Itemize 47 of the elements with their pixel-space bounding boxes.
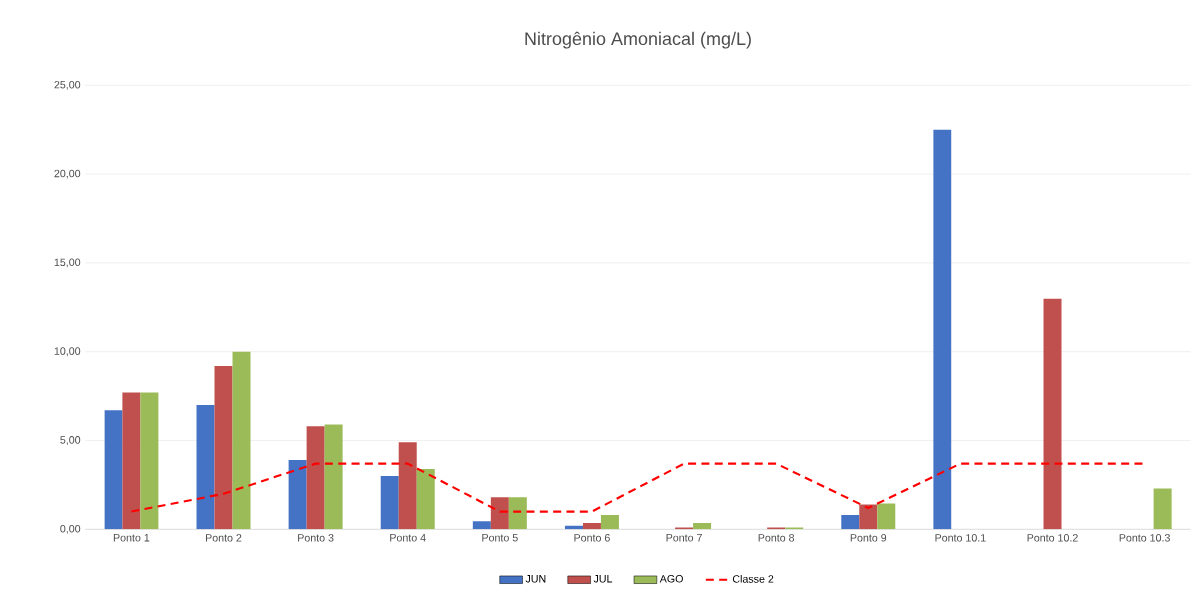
x-tick-label: Ponto 10.3 [1119, 533, 1170, 542]
y-tick-label: 5,00 [60, 435, 81, 445]
bar [324, 424, 343, 530]
bar [232, 351, 251, 530]
bar [693, 522, 712, 530]
y-tick-label: 0,00 [60, 524, 81, 534]
bar [600, 514, 619, 530]
bar [933, 129, 952, 530]
legend-label: JUN [525, 574, 546, 583]
bar [841, 514, 860, 530]
bar [214, 365, 233, 530]
bar [490, 497, 509, 530]
bar [582, 522, 601, 530]
chart-title: Nitrogênio Amoniacal (mg/L) [525, 31, 751, 49]
bar [288, 459, 307, 530]
y-tick-label: 25,00 [54, 80, 81, 90]
y-tick-label: 15,00 [54, 258, 81, 268]
legend-label: Classe 2 [732, 574, 774, 583]
bar [859, 504, 878, 530]
x-tick-label: Ponto 3 [298, 533, 334, 542]
bar [877, 503, 896, 530]
x-tick-label: Ponto 2 [205, 533, 242, 542]
bar [508, 497, 527, 530]
bar [1153, 488, 1172, 530]
x-tick-label: Ponto 6 [574, 533, 610, 542]
legend-label: JUL [593, 574, 613, 583]
y-tick-label: 20,00 [54, 169, 81, 179]
bar [416, 468, 435, 530]
bar [104, 410, 123, 530]
x-tick-label: Ponto 4 [390, 533, 426, 542]
bar [122, 392, 141, 530]
x-tick-label: Ponto 10.2 [1027, 533, 1078, 542]
x-tick-label: Ponto 5 [482, 533, 518, 542]
bar [306, 426, 325, 530]
x-tick-label: Ponto 9 [850, 533, 887, 542]
x-tick-label: Ponto 1 [113, 533, 150, 542]
x-tick-label: Ponto 7 [666, 533, 702, 542]
bar [398, 442, 417, 530]
x-tick-label: Ponto 10.1 [935, 533, 986, 542]
bar [380, 475, 399, 530]
bar [472, 521, 491, 530]
x-tick-label: Ponto 8 [758, 533, 795, 542]
legend-label: AGO [659, 574, 683, 583]
y-tick-label: 10,00 [54, 347, 81, 356]
bar [196, 404, 215, 530]
bar [140, 392, 159, 530]
bar [1043, 298, 1062, 530]
